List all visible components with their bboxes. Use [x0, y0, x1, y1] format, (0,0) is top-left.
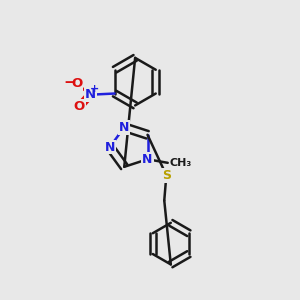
- Text: S: S: [162, 169, 171, 182]
- Text: N: N: [85, 88, 96, 101]
- Text: O: O: [74, 100, 85, 113]
- Text: N: N: [119, 121, 129, 134]
- Text: N: N: [105, 140, 115, 154]
- Text: CH₃: CH₃: [169, 158, 192, 168]
- Text: N: N: [142, 153, 153, 166]
- Text: O: O: [71, 77, 82, 90]
- Text: −: −: [63, 75, 76, 90]
- Text: +: +: [90, 84, 99, 94]
